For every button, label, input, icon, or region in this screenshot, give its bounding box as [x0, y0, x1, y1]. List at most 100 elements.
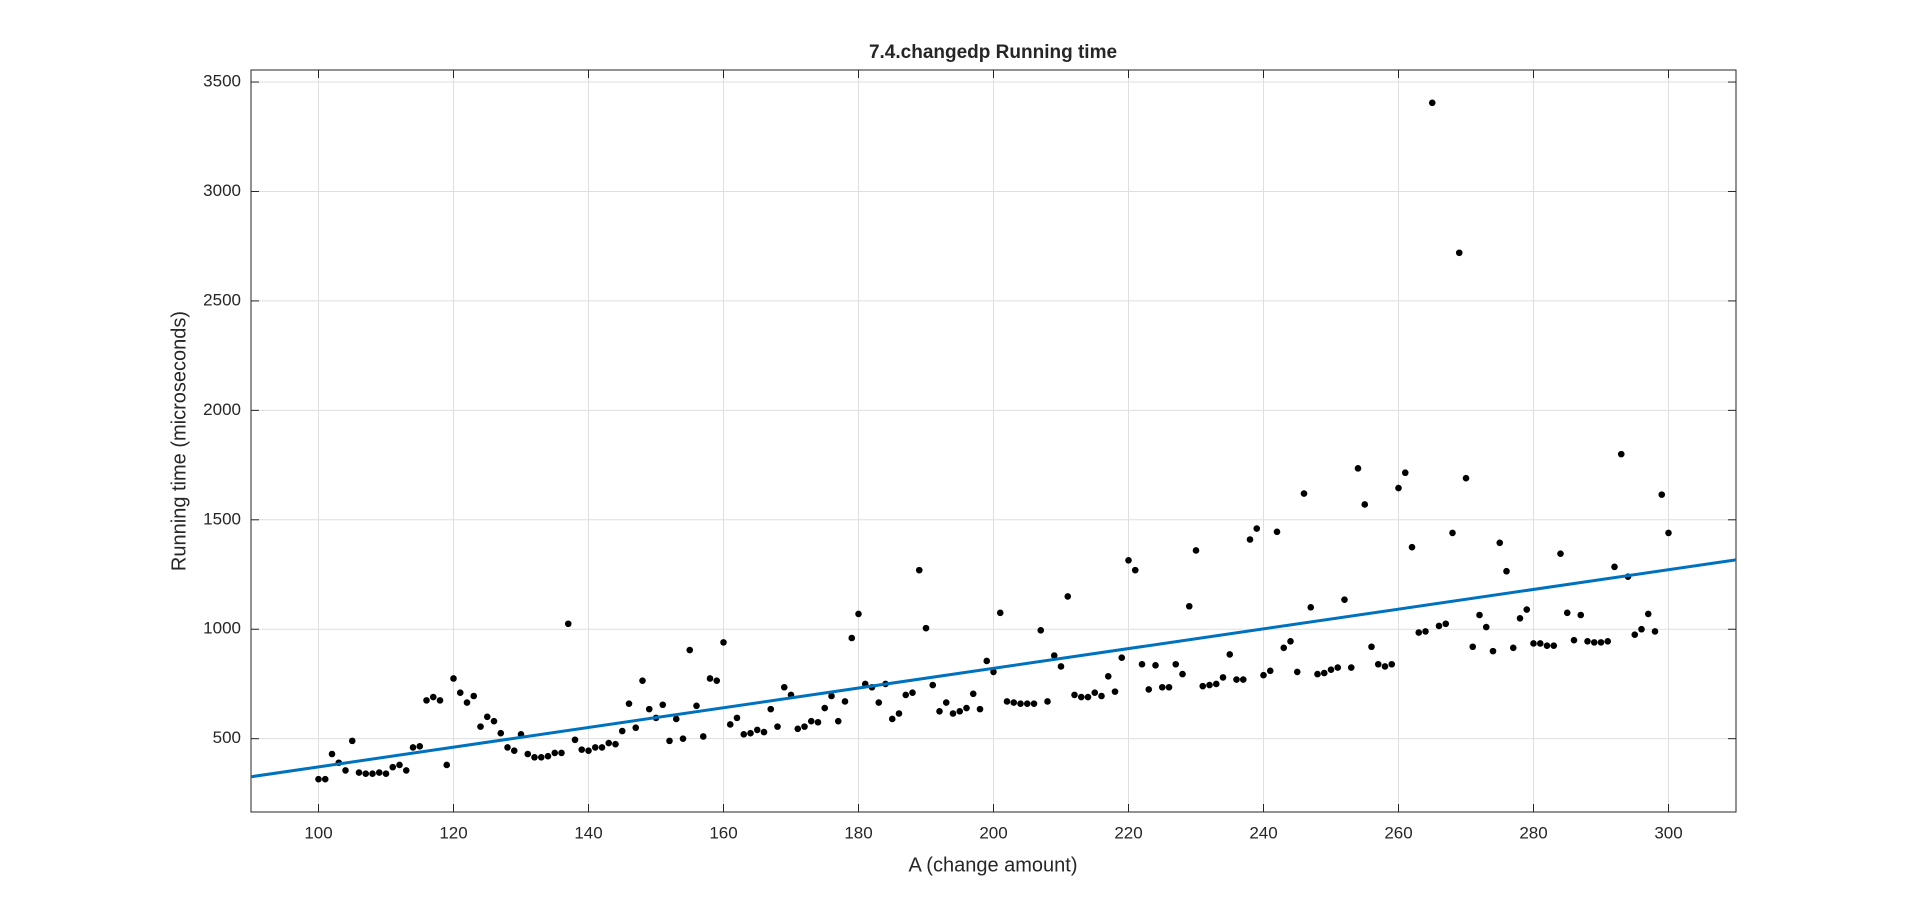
data-point [1462, 474, 1470, 482]
data-point [375, 769, 383, 776]
data-point [1226, 651, 1234, 658]
data-point [720, 639, 727, 646]
data-point [1179, 670, 1186, 678]
data-point [1374, 660, 1382, 668]
data-point [578, 746, 586, 753]
data-point [537, 753, 545, 761]
data-point [1496, 539, 1504, 547]
data-point [936, 708, 943, 715]
data-point [1165, 683, 1173, 691]
y-axis-label: Running time (microseconds) [168, 311, 190, 571]
data-point [355, 769, 363, 776]
data-point [753, 726, 761, 734]
data-point [895, 710, 903, 717]
data-point [794, 725, 802, 733]
data-point [1584, 637, 1591, 645]
data-point [1408, 543, 1416, 551]
data-point [510, 747, 518, 755]
data-point [1125, 556, 1132, 564]
x-tick-label: 120 [439, 823, 467, 842]
data-point [571, 736, 579, 744]
data-point [1023, 700, 1031, 707]
data-point [1158, 683, 1166, 691]
x-tick-label: 220 [1114, 823, 1142, 842]
y-tick-label: 3500 [203, 72, 241, 91]
data-point [807, 717, 815, 725]
data-point [706, 675, 714, 682]
data-point [915, 566, 923, 574]
data-point [1273, 528, 1281, 536]
data-point [1550, 642, 1558, 649]
x-axis-label: A (change amount) [909, 854, 1078, 876]
data-point [1563, 609, 1571, 617]
data-point [828, 692, 835, 700]
data-point [1395, 484, 1402, 492]
x-tick-label: 240 [1249, 823, 1277, 842]
data-point [1266, 667, 1274, 675]
data-point [1044, 698, 1051, 705]
data-point [1543, 642, 1551, 649]
data-point [612, 740, 619, 748]
y-tick-label: 2000 [203, 400, 241, 419]
data-point [902, 691, 910, 699]
data-point [1037, 627, 1045, 634]
data-point [855, 610, 862, 618]
data-point [1449, 529, 1456, 537]
data-point [1320, 669, 1328, 677]
data-point [1280, 644, 1288, 652]
data-point [1482, 623, 1490, 631]
data-point [1597, 639, 1605, 646]
data-point [1010, 699, 1018, 706]
data-point [942, 699, 950, 706]
data-point [315, 775, 322, 783]
data-point [450, 675, 457, 682]
x-tick-label: 160 [709, 823, 737, 842]
data-point [369, 770, 376, 777]
data-point [1098, 692, 1105, 700]
data-point [686, 646, 694, 654]
data-point [1590, 639, 1598, 646]
data-point [423, 697, 430, 704]
y-tick-label: 500 [213, 728, 241, 747]
data-point [504, 744, 511, 751]
data-point [1530, 640, 1537, 647]
data-point [1368, 643, 1375, 651]
data-point [1185, 602, 1193, 610]
data-point [909, 689, 916, 697]
x-tick-label: 100 [304, 823, 332, 842]
data-point [1536, 640, 1544, 647]
data-point [760, 728, 768, 736]
data-point [1516, 614, 1524, 622]
data-point [1003, 698, 1011, 705]
data-point [848, 634, 856, 642]
data-point [1246, 536, 1254, 543]
data-point [551, 749, 559, 757]
y-tick-label: 3000 [203, 181, 241, 200]
y-tick-label: 1500 [203, 509, 241, 528]
data-point [1617, 450, 1625, 458]
data-point [1631, 631, 1639, 639]
data-point [544, 752, 552, 760]
data-point [1435, 622, 1443, 630]
data-point [1428, 99, 1436, 107]
data-point [585, 747, 592, 755]
x-tick-label: 200 [979, 823, 1007, 842]
data-point [639, 677, 646, 684]
data-point [1192, 547, 1200, 554]
data-point [483, 713, 491, 721]
data-point [1287, 637, 1294, 645]
data-point [747, 729, 754, 737]
data-point [1239, 676, 1247, 683]
data-point [1415, 629, 1423, 636]
data-point [1354, 465, 1362, 472]
axes-box [250, 69, 1737, 813]
data-point [605, 739, 613, 747]
data-point [436, 697, 444, 704]
data-point [328, 750, 336, 758]
data-point [531, 753, 538, 761]
data-point [929, 681, 937, 689]
data-point [875, 699, 883, 706]
data-point [1469, 643, 1477, 651]
